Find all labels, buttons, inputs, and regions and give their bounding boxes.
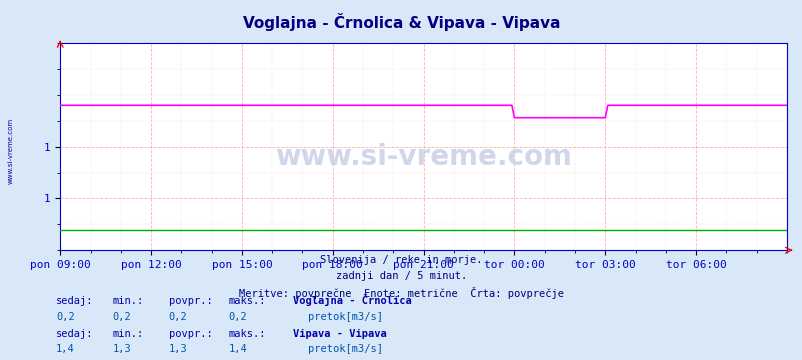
Text: Meritve: povprečne  Enote: metrične  Črta: povprečje: Meritve: povprečne Enote: metrične Črta:… bbox=[239, 287, 563, 298]
Text: zadnji dan / 5 minut.: zadnji dan / 5 minut. bbox=[335, 271, 467, 281]
Text: min.:: min.: bbox=[112, 329, 144, 339]
Text: Slovenija / reke in morje.: Slovenija / reke in morje. bbox=[320, 255, 482, 265]
Text: www.si-vreme.com: www.si-vreme.com bbox=[7, 118, 14, 184]
Text: 1,3: 1,3 bbox=[168, 344, 187, 354]
Text: maks.:: maks.: bbox=[229, 296, 266, 306]
Text: sedaj:: sedaj: bbox=[56, 296, 94, 306]
Text: 1,4: 1,4 bbox=[229, 344, 247, 354]
Text: povpr.:: povpr.: bbox=[168, 296, 212, 306]
Text: povpr.:: povpr.: bbox=[168, 329, 212, 339]
Text: www.si-vreme.com: www.si-vreme.com bbox=[275, 143, 571, 171]
Text: 1,4: 1,4 bbox=[56, 344, 75, 354]
Text: maks.:: maks.: bbox=[229, 329, 266, 339]
Text: pretok[m3/s]: pretok[m3/s] bbox=[308, 344, 383, 354]
Text: Vipava - Vipava: Vipava - Vipava bbox=[293, 329, 387, 339]
Text: pretok[m3/s]: pretok[m3/s] bbox=[308, 312, 383, 323]
Text: Voglajna - Črnolica: Voglajna - Črnolica bbox=[293, 294, 411, 306]
Text: Voglajna - Črnolica & Vipava - Vipava: Voglajna - Črnolica & Vipava - Vipava bbox=[242, 13, 560, 31]
Text: 1,3: 1,3 bbox=[112, 344, 131, 354]
Text: 0,2: 0,2 bbox=[56, 312, 75, 323]
Text: min.:: min.: bbox=[112, 296, 144, 306]
Text: 0,2: 0,2 bbox=[168, 312, 187, 323]
Text: 0,2: 0,2 bbox=[112, 312, 131, 323]
Text: 0,2: 0,2 bbox=[229, 312, 247, 323]
Text: sedaj:: sedaj: bbox=[56, 329, 94, 339]
